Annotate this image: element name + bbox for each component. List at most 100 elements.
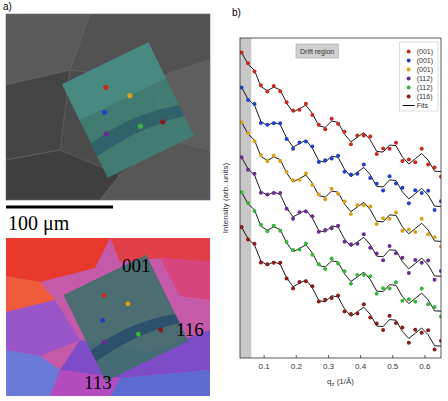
data-point <box>278 261 282 265</box>
plot-area <box>240 38 441 358</box>
data-point <box>252 209 256 213</box>
data-point <box>400 325 404 329</box>
data-point <box>362 203 366 207</box>
data-point <box>240 85 244 89</box>
data-point <box>343 269 347 273</box>
data-point <box>426 232 430 236</box>
fit-line <box>242 227 441 346</box>
measurement-spot <box>103 130 110 137</box>
data-point <box>407 341 411 345</box>
legend-label: Fits <box>417 102 429 109</box>
data-point <box>349 282 353 286</box>
data-point <box>246 98 250 102</box>
data-point <box>413 160 417 164</box>
data-point <box>349 142 353 146</box>
data-point <box>375 182 379 186</box>
data-point <box>291 286 295 290</box>
data-point <box>400 229 404 233</box>
data-point <box>317 160 321 164</box>
grain-region <box>50 370 120 396</box>
data-point <box>297 210 301 214</box>
data-point <box>381 216 385 220</box>
data-point <box>310 214 314 218</box>
x-tick-label: 0.5 <box>387 362 399 371</box>
data-point <box>368 135 372 139</box>
data-point <box>362 302 366 306</box>
legend-marker <box>407 59 411 63</box>
data-point <box>413 230 417 234</box>
x-axis-title: qz (1/Å) <box>327 377 354 387</box>
data-point <box>246 61 250 65</box>
data-point <box>407 271 411 275</box>
x-axis-title-unit: (1/Å) <box>334 377 354 386</box>
data-point <box>323 228 327 232</box>
data-point <box>265 90 269 94</box>
data-point <box>285 170 289 174</box>
x-tick-label: 0.1 <box>259 362 271 371</box>
data-point <box>400 186 404 190</box>
data-point <box>420 147 424 151</box>
legend-marker <box>407 50 411 54</box>
data-point <box>388 314 392 318</box>
data-point <box>246 201 250 205</box>
drift-region <box>240 38 251 358</box>
data-point <box>272 261 276 265</box>
x-tick-label: 0.3 <box>323 362 335 371</box>
data-point <box>426 189 430 193</box>
grain-region <box>6 350 60 396</box>
data-point <box>420 217 424 221</box>
panel-label: a) <box>3 1 12 12</box>
data-point <box>323 267 327 271</box>
measurement-spot <box>126 92 133 99</box>
legend-marker <box>407 68 411 72</box>
x-tick-label: 0.2 <box>291 362 303 371</box>
data-point <box>265 159 269 163</box>
grain-region <box>110 370 210 396</box>
data-point <box>259 223 263 227</box>
measurement-spot <box>101 292 107 298</box>
figure: a)100 μm001116113b)0.10.20.30.40.50.6qz … <box>0 0 448 401</box>
data-point <box>381 286 385 290</box>
data-point <box>317 262 321 266</box>
data-point <box>278 159 282 163</box>
data-point <box>407 227 411 231</box>
data-point <box>388 174 392 178</box>
data-point <box>285 207 289 211</box>
measurement-spot <box>159 118 166 125</box>
grain-label: 001 <box>122 255 151 276</box>
data-point <box>259 83 263 87</box>
data-point <box>285 100 289 104</box>
data-point <box>336 122 340 126</box>
data-point <box>252 172 256 176</box>
fit-line <box>242 87 441 206</box>
data-point <box>381 188 385 192</box>
data-point <box>381 147 385 151</box>
measurement-spot <box>102 84 109 91</box>
grain-region <box>6 300 80 356</box>
data-point <box>375 222 379 226</box>
data-point <box>362 273 366 277</box>
grain <box>6 70 70 160</box>
data-point <box>426 259 430 263</box>
data-point <box>317 123 321 127</box>
legend-label: (001) <box>417 66 433 74</box>
data-point <box>394 321 398 325</box>
data-point <box>265 229 269 233</box>
data-point <box>285 240 289 244</box>
data-point <box>426 328 430 332</box>
measurement-spot <box>100 317 106 323</box>
data-point <box>394 181 398 185</box>
legend-label: (112) <box>417 84 433 92</box>
data-point <box>343 309 347 313</box>
measurement-spot <box>158 327 164 333</box>
data-point <box>375 292 379 296</box>
data-point <box>278 121 282 125</box>
fit-line <box>242 192 441 311</box>
legend-marker <box>407 77 411 81</box>
data-point <box>291 217 295 221</box>
data-point <box>259 261 263 265</box>
data-point <box>291 147 295 151</box>
data-point <box>343 170 347 174</box>
data-point <box>388 217 392 221</box>
data-point <box>304 209 308 213</box>
